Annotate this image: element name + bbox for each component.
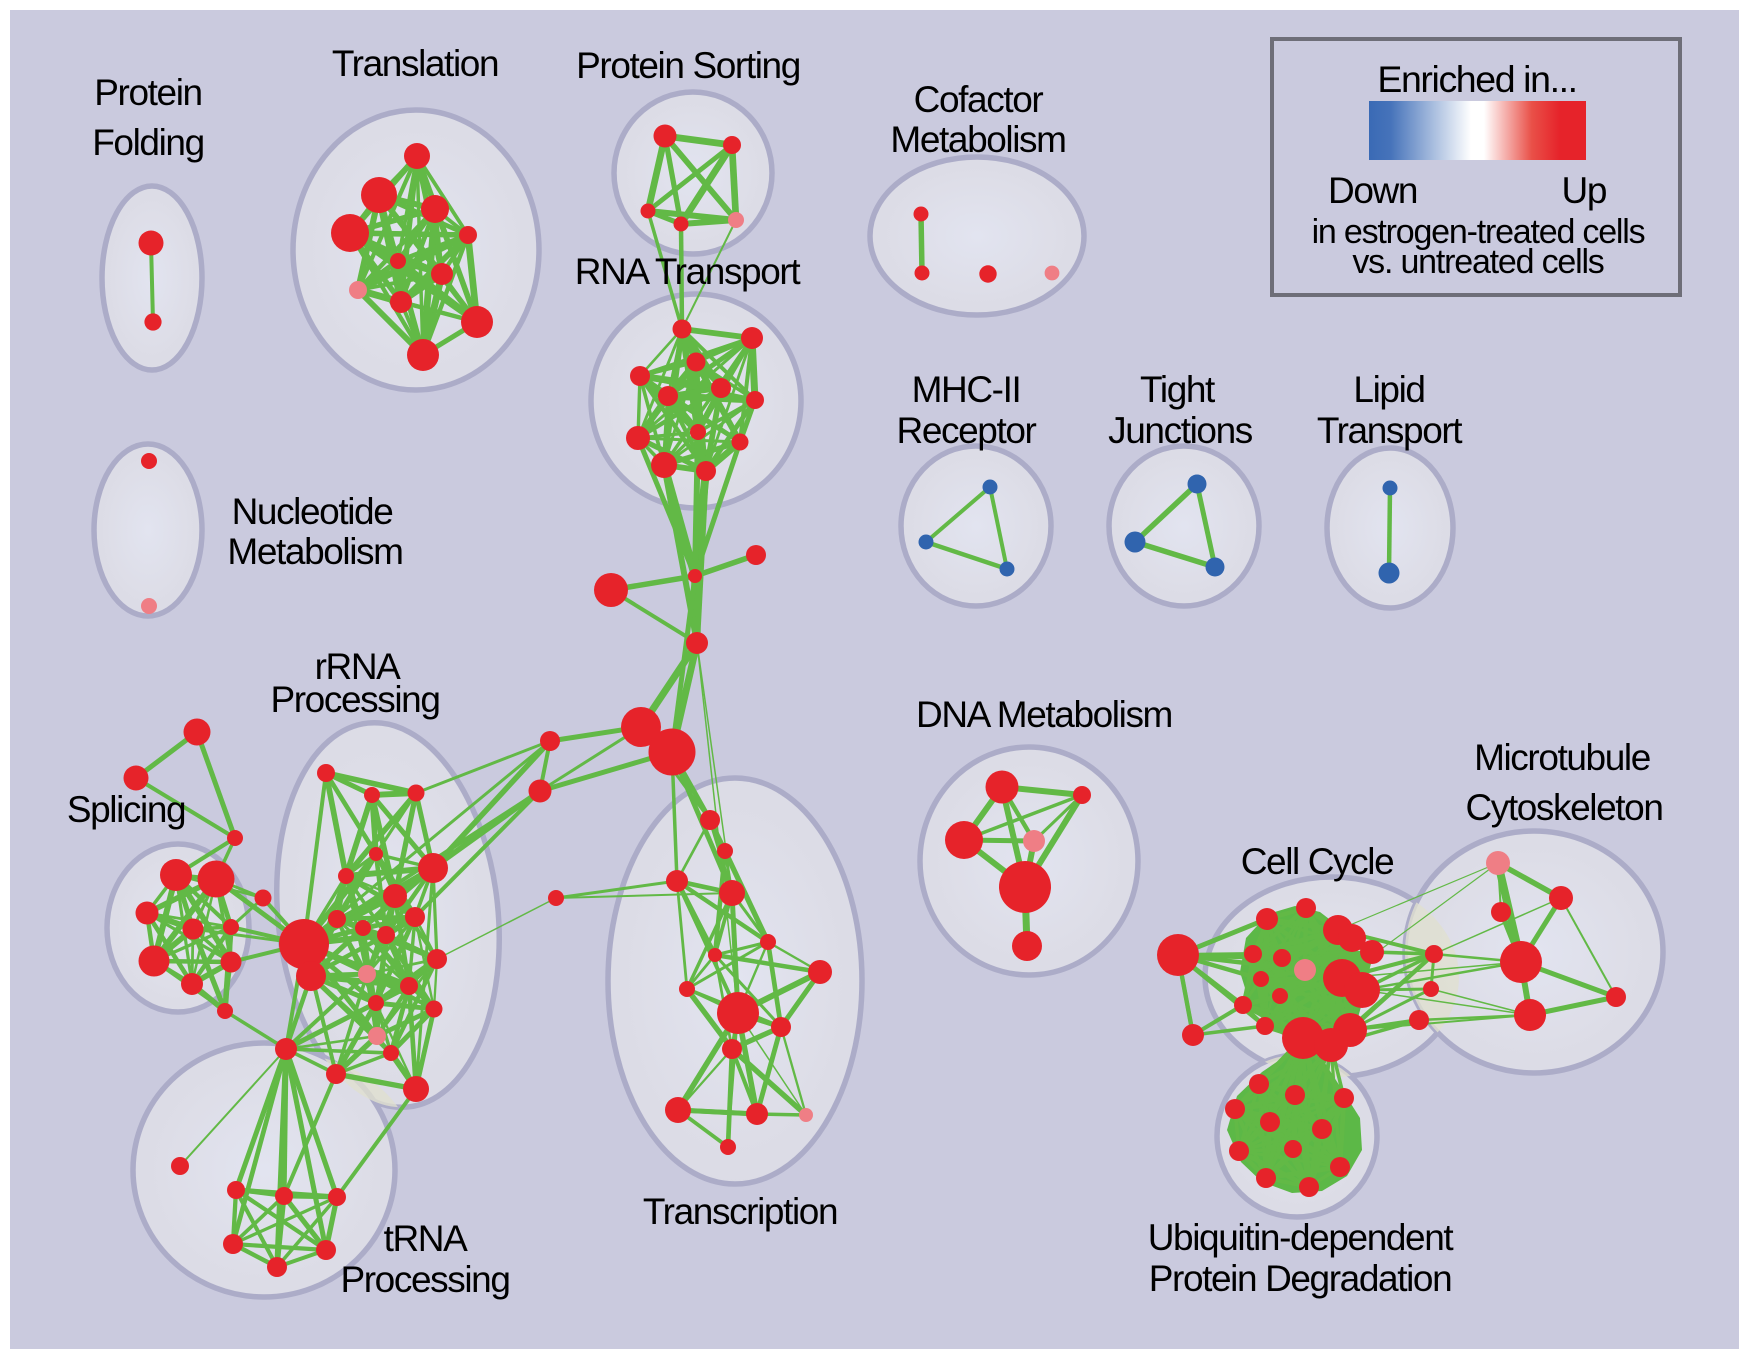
svg-text:Cell Cycle: Cell Cycle (1241, 841, 1394, 882)
svg-text:Transport: Transport (1317, 410, 1463, 451)
svg-text:Tight: Tight (1140, 369, 1216, 410)
svg-text:Microtubule: Microtubule (1474, 737, 1650, 778)
svg-text:Folding: Folding (92, 122, 204, 163)
svg-text:Processing: Processing (340, 1259, 509, 1300)
svg-text:rRNA: rRNA (315, 646, 402, 687)
svg-text:Metabolism: Metabolism (890, 119, 1065, 160)
svg-text:Processing: Processing (270, 679, 439, 720)
svg-text:Ubiquitin-dependent: Ubiquitin-dependent (1148, 1217, 1455, 1258)
svg-text:Cofactor: Cofactor (914, 79, 1044, 120)
svg-text:Protein Degradation: Protein Degradation (1149, 1258, 1452, 1299)
svg-text:in estrogen-treated cells: in estrogen-treated cells (1312, 213, 1645, 251)
svg-text:Nucleotide: Nucleotide (232, 491, 393, 532)
svg-text:Protein: Protein (94, 72, 201, 113)
svg-text:Transcription: Transcription (643, 1191, 837, 1232)
svg-text:DNA Metabolism: DNA Metabolism (916, 694, 1172, 735)
svg-text:Translation: Translation (332, 43, 498, 84)
svg-text:vs. untreated cells: vs. untreated cells (1352, 243, 1603, 281)
svg-text:Enriched in...: Enriched in... (1377, 58, 1576, 100)
svg-text:Receptor: Receptor (897, 410, 1037, 451)
svg-text:Lipid: Lipid (1353, 369, 1424, 410)
svg-text:Down: Down (1328, 170, 1417, 211)
svg-text:Protein Sorting: Protein Sorting (576, 45, 800, 86)
svg-text:Junctions: Junctions (1108, 410, 1253, 451)
svg-text:RNA Transport: RNA Transport (575, 251, 802, 292)
svg-text:Cytoskeleton: Cytoskeleton (1465, 787, 1662, 828)
svg-text:MHC-II: MHC-II (912, 369, 1021, 410)
svg-text:Metabolism: Metabolism (227, 531, 402, 572)
svg-text:tRNA: tRNA (384, 1218, 469, 1259)
svg-text:Up: Up (1562, 170, 1607, 211)
svg-text:Splicing: Splicing (67, 789, 185, 830)
